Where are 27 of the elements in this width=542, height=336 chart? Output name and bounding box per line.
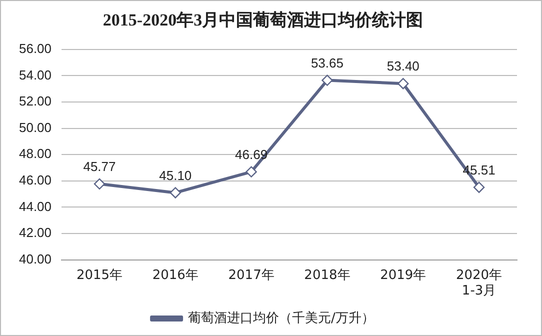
y-tick-label: 46.00	[18, 172, 52, 188]
x-tick-label: 2017年	[228, 268, 274, 283]
x-tick-label: 2018年	[304, 268, 350, 283]
y-tick-label: 52.00	[18, 94, 52, 109]
point	[473, 182, 485, 193]
point	[322, 74, 333, 86]
data-label: 45.77	[83, 159, 116, 174]
x-tick-label: 2016年	[152, 268, 198, 283]
data-label: 53.40	[386, 58, 420, 74]
data-label: 45.10	[159, 168, 192, 183]
point	[246, 166, 257, 178]
x-tick-label: 2019年	[380, 268, 426, 283]
y-tick-label: 48.00	[18, 146, 52, 162]
data-label: 53.65	[310, 55, 344, 70]
point	[398, 78, 409, 90]
y-tick-label: 40.00	[18, 251, 52, 266]
legend-label: 葡萄酒进口均价（千美元/万升）	[188, 310, 374, 326]
y-tick-label: 50.00	[18, 120, 52, 135]
point	[170, 187, 181, 198]
y-tick-label: 54.00	[18, 67, 52, 82]
x-tick-label: 2015年	[76, 268, 123, 283]
y-tick-label: 56.00	[18, 40, 52, 56]
y-tick-label: 42.00	[18, 225, 52, 240]
x-tick-label: 2020年 1-3月	[456, 268, 502, 299]
chart-title: 2015-2020年3月中国葡萄酒进口均价统计图	[102, 10, 424, 30]
y-tick-label: 44.00	[18, 198, 52, 214]
point	[94, 178, 106, 190]
